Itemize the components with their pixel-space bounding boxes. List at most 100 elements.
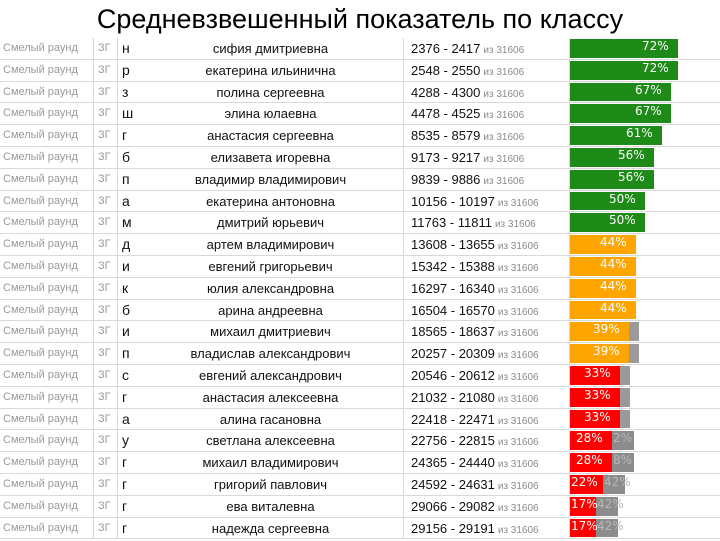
student-name: артем владимирович <box>138 234 404 255</box>
rank-cell: 22756 - 22815 из 31606 <box>404 430 570 452</box>
score-bar: 39% <box>570 321 720 342</box>
rank-range: 21032 - 21080 <box>411 389 495 405</box>
score-bar-label: 56% <box>618 147 645 162</box>
rank-range: 2548 - 2550 <box>411 62 481 78</box>
score-bar: 56% <box>570 169 720 190</box>
table-row: Смелый раунд ЗГ б арина андреевна 16504 - 16… <box>0 299 720 322</box>
group-cell: ЗГ <box>94 517 118 539</box>
round-cell: Смелый раунд <box>0 234 94 255</box>
student-name: елизавета игоревна <box>138 146 404 168</box>
initial-cell: ш <box>122 105 134 122</box>
page-title: Средневзвешенный показатель по классу <box>96 4 624 34</box>
round-cell: Смелый раунд <box>0 125 94 146</box>
group-cell: ЗГ <box>94 495 118 517</box>
score-bar-fill <box>570 82 671 102</box>
rank-total: из 31606 <box>497 480 539 492</box>
initial-cell: г <box>122 127 128 144</box>
score-bar: 44% <box>570 278 720 299</box>
score-bar: 67% <box>570 82 720 103</box>
score-bar-label: 67% <box>635 82 662 97</box>
student-name: ева виталевна <box>138 495 404 517</box>
rank-range: 22418 - 22471 <box>411 411 495 427</box>
score-bar-remainder-label: 42% <box>597 518 624 533</box>
rank-cell: 13608 - 13655 из 31606 <box>404 234 570 255</box>
score-bar-label: 33% <box>584 409 611 424</box>
initial-cell: б <box>122 148 131 165</box>
score-bar-remainder-label: 8% <box>613 453 633 468</box>
score-bar-label: 17% <box>571 496 598 511</box>
table-row: Смелый раунд ЗГ г анастасия алексеевна 21032… <box>0 386 720 409</box>
group-cell: ЗГ <box>94 277 118 299</box>
score-bar-label: 28% <box>576 431 603 446</box>
initial-cell: н <box>122 40 130 56</box>
score-bar-label: 50% <box>609 213 636 228</box>
table-row: Смелый раунд ЗГ г григорий павлович 24592 - … <box>0 473 720 496</box>
initial-cell: д <box>122 236 131 253</box>
score-bar: 44% <box>570 234 720 255</box>
initial-cell: п <box>122 345 130 362</box>
round-cell: Смелый раунд <box>0 517 94 539</box>
table-row: Смелый раунд ЗГ д артем владимирович 13608 -… <box>0 234 720 256</box>
score-bar-fill <box>570 60 678 80</box>
table-row: Смелый раунд ЗГ р екатерина ильинична 2548 -… <box>0 59 720 82</box>
rank-cell: 9173 - 9217 из 31606 <box>404 146 570 168</box>
rank-range: 24592 - 24631 <box>411 476 495 492</box>
rank-total: из 31606 <box>497 415 539 427</box>
rank-range: 4288 - 4300 <box>411 84 481 100</box>
round-cell: Смелый раунд <box>0 299 94 321</box>
rank-cell: 18565 - 18637 из 31606 <box>404 321 570 343</box>
score-bar-label: 56% <box>618 169 645 184</box>
student-name: полина сергеевна <box>138 81 404 103</box>
table-row: Смелый раунд ЗГ б елизавета игоревна 9173 - … <box>0 146 720 169</box>
rank-total: из 31606 <box>494 219 536 231</box>
table-row: Смелый раунд ЗГ г анастасия сергеевна 8535 -… <box>0 125 720 147</box>
table-row: Смелый раунд ЗГ и михаил дмитриевич 18565 - … <box>0 321 720 344</box>
initial-cell: м <box>122 214 132 231</box>
score-bar-label: 22% <box>571 474 598 489</box>
table-row: Смелый раунд ЗГ а екатерина антоновна 10156 … <box>0 190 720 213</box>
initial-cell: р <box>122 61 130 78</box>
score-bar: 72% <box>570 60 720 81</box>
score-bar-label: 39% <box>593 322 620 337</box>
rank-total: из 31606 <box>497 197 539 209</box>
score-bar-fill <box>570 453 612 472</box>
table-row: Смелый раунд ЗГ к юлия александровна 16297 -… <box>0 277 720 300</box>
rank-cell: 15342 - 15388 из 31606 <box>404 255 570 277</box>
rank-cell: 8535 - 8579 из 31606 <box>404 125 570 146</box>
rank-range: 4478 - 4525 <box>411 106 481 122</box>
initial-cell: и <box>122 257 130 274</box>
student-name: владислав александрович <box>138 343 404 364</box>
score-bar-fill <box>570 147 654 167</box>
table-row: Смелый раунд ЗГ г ева виталевна 29066 - 2908… <box>0 495 720 518</box>
rank-range: 29066 - 29082 <box>411 498 495 514</box>
score-bar-label: 44% <box>600 278 627 293</box>
student-name: алина гасановна <box>138 408 404 430</box>
initial-cell: с <box>122 366 129 383</box>
rank-cell: 16504 - 16570 из 31606 <box>404 299 570 321</box>
score-bar-fill <box>570 126 662 145</box>
initial-cell: з <box>122 83 129 100</box>
group-cell: ЗГ <box>94 343 118 364</box>
score-bar-fill <box>570 278 636 298</box>
rank-cell: 29156 - 29191 из 31606 <box>404 517 570 539</box>
rank-cell: 16297 - 16340 из 31606 <box>404 277 570 299</box>
score-bar: 50% <box>570 212 720 233</box>
student-name: юлия александровна <box>138 277 404 299</box>
initial-cell: г <box>122 497 128 514</box>
rank-range: 16504 - 16570 <box>411 302 495 318</box>
group-cell: ЗГ <box>94 234 118 255</box>
rank-range: 9839 - 9886 <box>411 171 481 187</box>
round-cell: Смелый раунд <box>0 343 94 364</box>
initial-cell: а <box>122 192 130 209</box>
score-bar-fill <box>570 518 596 538</box>
group-cell: ЗГ <box>94 125 118 146</box>
score-bar: 44% <box>570 300 720 321</box>
table-row: Смелый раунд ЗГ а алина гасановна 22418 - 22… <box>0 408 720 431</box>
score-bar: 44% <box>570 256 720 277</box>
rank-cell: 20257 - 20309 из 31606 <box>404 343 570 364</box>
rank-total: из 31606 <box>497 262 539 274</box>
table-row: Смелый раунд ЗГ и евгений григорьевич 15342 … <box>0 255 720 278</box>
round-cell: Смелый раунд <box>0 59 94 81</box>
score-bar-fill <box>570 322 629 342</box>
round-cell: Смелый раунд <box>0 168 94 190</box>
